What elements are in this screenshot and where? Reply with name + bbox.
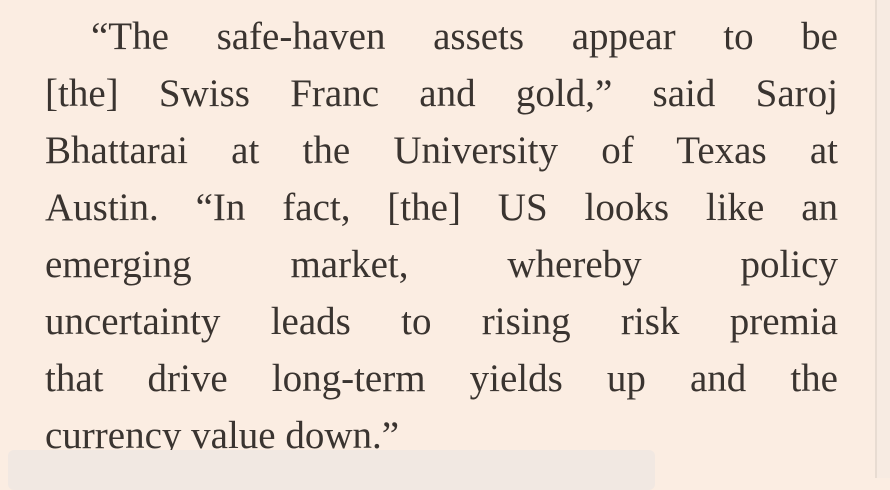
page: “The safe-haven assets appear to be [the]…	[45, 0, 890, 478]
text-line: [the] Swiss Franc and gold,” said Saroj	[45, 72, 838, 115]
text-line: “The safe-haven assets appear to be	[91, 15, 838, 58]
text-line: currency value down.”	[45, 414, 400, 457]
text-line: uncertainty leads to rising risk premia	[45, 300, 838, 343]
paragraph: “The safe-haven assets appear to be [the]…	[45, 8, 838, 464]
text-line: emerging market, whereby policy	[45, 243, 838, 286]
text-line: Austin. “In fact, [the] US looks like an	[45, 186, 838, 229]
page-edge	[875, 0, 890, 478]
next-block	[8, 450, 655, 490]
text-line: that drive long-term yields up and the	[45, 357, 838, 400]
text-line: Bhattarai at the University of Texas at	[45, 129, 838, 172]
